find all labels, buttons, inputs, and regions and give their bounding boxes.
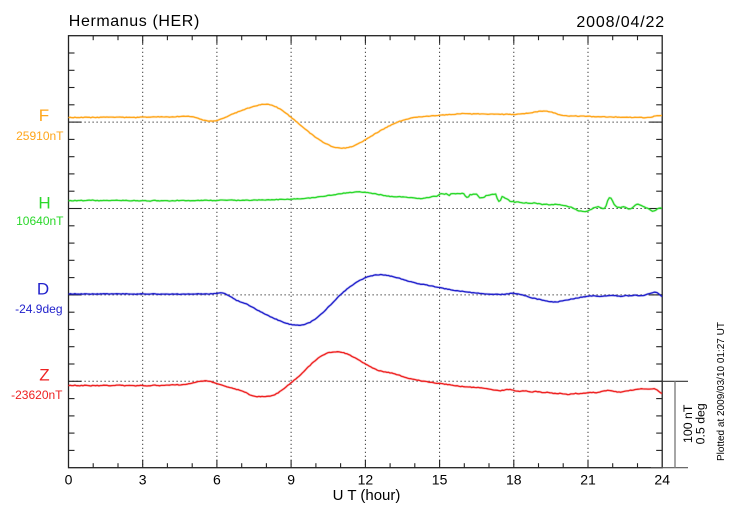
svg-text:Z: Z: [39, 366, 49, 385]
svg-text:F: F: [39, 106, 49, 125]
svg-text:12: 12: [358, 471, 374, 487]
svg-text:H: H: [38, 194, 50, 213]
svg-text:Hermanus (HER): Hermanus (HER): [69, 13, 200, 30]
svg-text:D: D: [37, 280, 49, 299]
svg-text:Plotted at 2009/03/10 01:27 UT: Plotted at 2009/03/10 01:27 UT: [716, 322, 727, 461]
svg-text:25910nT: 25910nT: [16, 129, 64, 143]
svg-text:3: 3: [139, 471, 147, 487]
svg-text:21: 21: [580, 471, 596, 487]
svg-text:6: 6: [213, 471, 221, 487]
svg-text:10640nT: 10640nT: [16, 214, 64, 228]
svg-text:U T (hour): U T (hour): [333, 487, 401, 504]
svg-text:0.5 deg: 0.5 deg: [693, 403, 707, 444]
svg-text:100 nT: 100 nT: [681, 404, 695, 443]
svg-text:-23620nT: -23620nT: [11, 388, 63, 402]
svg-text:2008/04/22: 2008/04/22: [576, 14, 665, 31]
svg-text:9: 9: [287, 471, 295, 487]
svg-text:18: 18: [506, 471, 522, 487]
svg-text:0: 0: [65, 471, 73, 487]
svg-text:-24.9deg: -24.9deg: [15, 302, 62, 316]
svg-text:24: 24: [654, 471, 670, 487]
svg-text:15: 15: [432, 471, 448, 487]
